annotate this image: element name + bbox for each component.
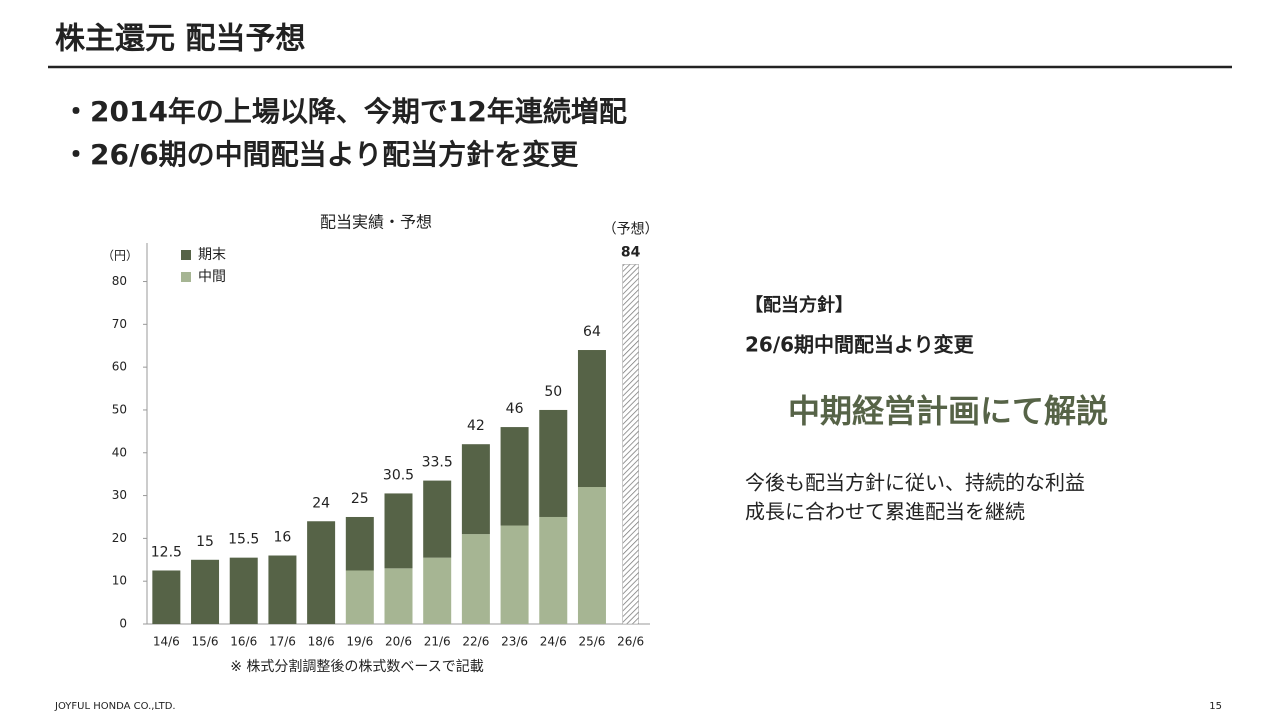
- total-label: 24: [312, 495, 330, 511]
- x-tick-label: 19/6: [346, 635, 373, 649]
- bar-segment: [384, 568, 413, 624]
- x-tick-label: 20/6: [385, 635, 412, 649]
- bar-segment: [345, 570, 374, 624]
- bar-segment: [539, 409, 568, 517]
- bullet: ・26/6期の中間配当より配当方針を変更: [62, 138, 579, 171]
- bar-segment: [500, 427, 529, 526]
- total-label: 46: [506, 401, 524, 417]
- bar-segment: [384, 493, 413, 569]
- company: JOYFUL HONDA CO.,LTD.: [54, 701, 176, 712]
- total-label: 25: [351, 491, 369, 507]
- legend-swatch: [181, 272, 191, 282]
- forecast-bar: [622, 264, 639, 625]
- y-unit: （円）: [102, 249, 138, 263]
- chart-note: ※ 株式分割調整後の株式数ベースで記載: [230, 658, 483, 675]
- bar-segment: [191, 559, 220, 624]
- y-tick-label: 0: [119, 617, 127, 631]
- x-tick-label: 17/6: [269, 635, 296, 649]
- y-tick-label: 80: [112, 274, 127, 288]
- bar-segment: [423, 557, 452, 624]
- total-label: 12.5: [151, 544, 182, 560]
- x-tick-label: 23/6: [501, 635, 528, 649]
- total-label: 30.5: [383, 467, 414, 483]
- bar-segment: [577, 487, 606, 624]
- bar-segment: [539, 516, 568, 624]
- page-number: 15: [1209, 701, 1222, 712]
- bar-segment: [423, 480, 452, 558]
- total-label: 42: [467, 418, 485, 434]
- bar-segment: [345, 516, 374, 571]
- bar-segment: [577, 350, 606, 488]
- chart-title: 配当実績・予想: [320, 213, 432, 232]
- total-label: 16: [274, 530, 292, 546]
- x-tick-label: 16/6: [230, 635, 257, 649]
- total-label: 15.5: [228, 532, 259, 548]
- total-label: 50: [544, 384, 562, 400]
- x-tick-label: 24/6: [540, 635, 567, 649]
- bar-segment: [152, 570, 181, 624]
- x-tick-label: 21/6: [424, 635, 451, 649]
- y-tick-label: 60: [112, 360, 127, 374]
- policy-heading: 【配当方針】: [745, 294, 853, 316]
- y-tick-label: 50: [112, 402, 127, 416]
- forecast-label: （予想）: [603, 221, 659, 237]
- total-label: 15: [196, 534, 214, 550]
- policy-highlight: 中期経営計画にて解説: [788, 392, 1108, 430]
- bar-segment: [500, 525, 529, 624]
- y-tick-label: 40: [112, 445, 127, 459]
- legend-label: 中間: [198, 269, 226, 285]
- total-label: 33.5: [422, 455, 453, 471]
- slide-title: 株主還元 配当予想: [55, 22, 305, 57]
- bullet: ・2014年の上場以降、今期で12年連続増配: [62, 95, 627, 128]
- x-tick-label: 14/6: [153, 635, 180, 649]
- bar-segment: [461, 534, 490, 624]
- policy-body: 成長に合わせて累進配当を継続: [745, 500, 1025, 524]
- y-tick-label: 70: [112, 317, 127, 331]
- forecast-value: 84: [621, 244, 641, 260]
- x-tick-label: 25/6: [578, 635, 605, 649]
- x-tick-label: 26/6: [617, 635, 644, 649]
- y-tick-label: 20: [112, 531, 127, 545]
- x-tick-label: 18/6: [308, 635, 335, 649]
- bar-segment: [268, 555, 297, 624]
- legend-swatch: [181, 250, 191, 260]
- bar-segment: [461, 444, 490, 535]
- bar-segment: [307, 521, 336, 624]
- y-tick-label: 30: [112, 488, 127, 502]
- legend-label: 期末: [198, 247, 226, 263]
- bar-segment: [229, 557, 258, 624]
- policy-body: 今後も配当方針に従い、持続的な利益: [745, 471, 1085, 495]
- policy-change: 26/6期中間配当より変更: [745, 333, 975, 357]
- y-tick-label: 10: [112, 574, 127, 588]
- x-tick-label: 15/6: [192, 635, 219, 649]
- total-label: 64: [583, 324, 601, 340]
- x-tick-label: 22/6: [462, 635, 489, 649]
